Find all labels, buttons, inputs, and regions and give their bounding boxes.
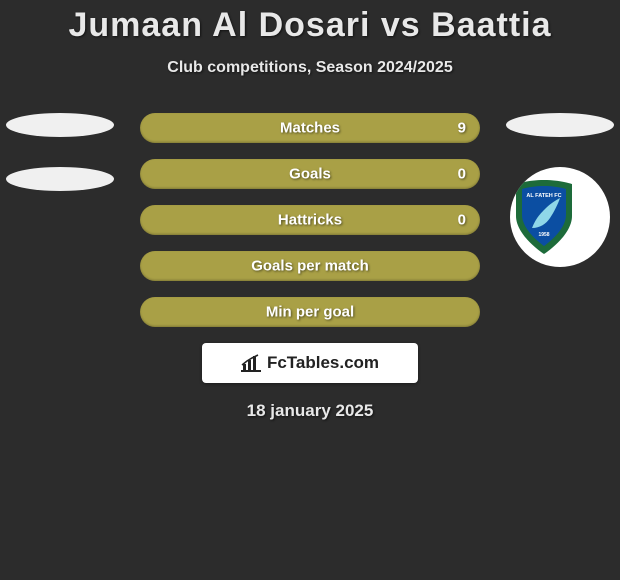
stat-label: Goals [289,166,331,183]
brand-box: FcTables.com [202,343,418,383]
bar-chart-icon [241,354,261,372]
subtitle: Club competitions, Season 2024/2025 [0,59,620,77]
shield-icon: AL FATEH FC 1958 [510,178,578,256]
stat-value-right: 0 [458,166,466,183]
player-placeholder-oval [506,113,614,137]
stat-value-right: 0 [458,212,466,229]
stat-row-min-per-goal: Min per goal [140,297,480,327]
left-player-col [0,113,120,221]
player-placeholder-oval [6,113,114,137]
stat-row-hattricks: Hattricks 0 [140,205,480,235]
right-player-col: AL FATEH FC 1958 [500,113,620,267]
date-text: 18 january 2025 [0,401,620,421]
club-badge: AL FATEH FC 1958 [510,167,610,267]
badge-text: AL FATEH FC [526,193,561,199]
stat-row-matches: Matches 9 [140,113,480,143]
stats-area: AL FATEH FC 1958 Matches 9 Goals 0 Hattr… [0,113,620,327]
stat-label: Hattricks [278,212,342,229]
player-placeholder-oval [6,167,114,191]
stat-rows: Matches 9 Goals 0 Hattricks 0 Goals per … [140,113,480,327]
page-title: Jumaan Al Dosari vs Baattia [0,0,620,45]
stat-row-goals-per-match: Goals per match [140,251,480,281]
stat-label: Goals per match [251,258,369,275]
brand-text: FcTables.com [267,353,379,373]
stat-label: Matches [280,120,340,137]
badge-year: 1958 [538,232,549,238]
stat-value-right: 9 [458,120,466,137]
stat-row-goals: Goals 0 [140,159,480,189]
stat-label: Min per goal [266,304,354,321]
